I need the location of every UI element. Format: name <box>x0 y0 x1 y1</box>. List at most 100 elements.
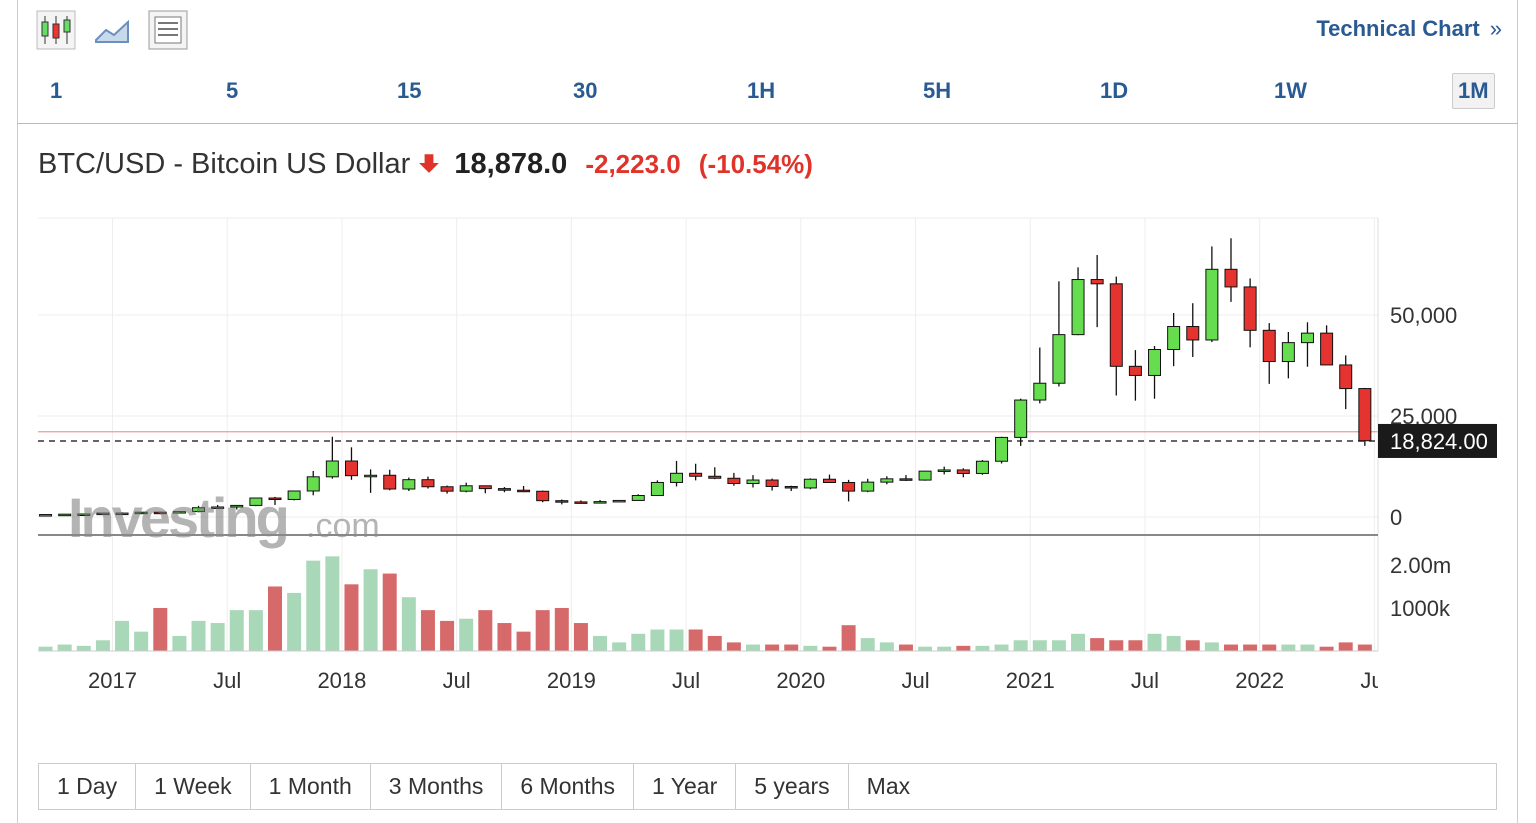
volume-bar <box>153 607 168 651</box>
x-tick-label: 2020 <box>776 668 825 693</box>
volume-bar <box>612 642 627 651</box>
volume-bar <box>1166 635 1181 651</box>
volume-bar <box>860 638 875 651</box>
interval-button[interactable]: 1 <box>50 78 63 103</box>
candle-body <box>497 488 511 491</box>
candle-body <box>77 513 91 517</box>
quote-header: BTC/USD - Bitcoin US Dollar 18,878.0 -2,… <box>38 148 813 181</box>
interval-button[interactable]: 5H <box>923 78 952 103</box>
price-change-pct: (-10.54%) <box>698 149 813 179</box>
separator <box>17 123 1518 124</box>
candle-body <box>115 512 129 516</box>
candle-body <box>96 512 110 516</box>
range-button[interactable]: 3 Months <box>371 764 503 809</box>
technical-chart-link[interactable]: Technical Chart» <box>1316 16 1502 41</box>
watermark-suffix: .com <box>306 507 380 545</box>
interval-button[interactable]: 5 <box>226 78 239 103</box>
candle-body <box>689 472 703 477</box>
range-button[interactable]: 1 Month <box>251 764 371 809</box>
candle-body <box>268 497 282 501</box>
candle-body <box>287 490 301 500</box>
volume-bar <box>134 631 149 651</box>
volume-bar <box>898 644 913 651</box>
x-tick-label: 2017 <box>88 668 137 693</box>
x-tick-label: Jul <box>672 668 700 693</box>
volume-bar <box>937 646 952 651</box>
range-button[interactable]: 1 Day <box>39 764 137 809</box>
volume-bar <box>459 618 474 651</box>
candle-body <box>478 485 492 490</box>
range-button[interactable]: 6 Months <box>502 764 634 809</box>
candle-body <box>555 500 569 503</box>
volume-bar <box>573 623 588 651</box>
candle-body <box>956 469 970 474</box>
volume-bar <box>115 620 130 651</box>
candle-body <box>39 514 53 517</box>
x-tick-label: Jul <box>213 668 241 693</box>
candle-body <box>58 513 72 517</box>
volume-bar <box>1224 644 1238 651</box>
candle-body <box>249 497 263 506</box>
volume-bar <box>191 620 206 651</box>
candle-body <box>517 489 531 493</box>
watermark-brand: Investing <box>68 486 287 549</box>
range-button[interactable]: 1 Week <box>136 764 251 809</box>
volume-bar <box>726 642 741 651</box>
candle-body <box>937 469 951 472</box>
range-button[interactable]: 5 years <box>736 764 849 809</box>
candle-body <box>172 511 186 514</box>
x-tick-label: 2021 <box>1006 668 1055 693</box>
x-tick-label: Jul <box>901 668 929 693</box>
volume-bar <box>650 629 665 651</box>
interval-button[interactable]: 1D <box>1100 78 1129 103</box>
candle-body <box>708 475 722 479</box>
watermark: Investing .com <box>68 486 380 549</box>
volume-bar <box>38 646 53 651</box>
volume-bar <box>1300 644 1315 651</box>
interval-button[interactable]: 1W <box>1274 78 1307 103</box>
volume-bar <box>172 635 187 651</box>
volume-bar <box>1109 640 1124 651</box>
candle-body <box>918 470 932 481</box>
volume-bar <box>841 625 856 651</box>
candle-body <box>803 478 817 489</box>
interval-button[interactable]: 15 <box>397 78 422 103</box>
table-icon[interactable] <box>148 10 188 50</box>
volume-bar <box>1357 644 1372 651</box>
volume-bar <box>1338 642 1353 651</box>
range-button[interactable]: 1 Year <box>634 764 737 809</box>
instrument-name: BTC/USD - Bitcoin US Dollar <box>38 148 411 180</box>
candle-body <box>650 481 664 497</box>
interval-button[interactable]: 30 <box>573 78 598 103</box>
volume-tick-label: 1000k <box>1390 596 1451 621</box>
volume-bar <box>325 556 340 651</box>
last-price: 18,878.0 <box>454 148 568 180</box>
candle-body <box>1339 364 1353 390</box>
interval-button[interactable]: 1H <box>747 78 776 103</box>
candle-body <box>459 485 473 492</box>
x-tick-label: 2022 <box>1235 668 1284 693</box>
price-change: -2,223.0 <box>585 149 681 179</box>
chart: 2017 Jul 2018 Jul 2019 Jul 2020 Jul 2021 Jul 2022 J… <box>38 217 1497 693</box>
candle-body <box>1148 349 1162 376</box>
range-button[interactable]: Max <box>866 773 911 799</box>
candles-icon[interactable] <box>36 10 76 50</box>
candle-body <box>383 474 397 490</box>
candle-body <box>1205 268 1219 341</box>
candle-body <box>230 504 244 508</box>
x-tick-label: Jul <box>1360 668 1388 693</box>
volume-bar <box>57 644 72 651</box>
last-price-label: 18,824.00 <box>1390 429 1488 454</box>
volume-bar <box>669 629 684 651</box>
candle-body <box>1071 279 1085 336</box>
volume-bar <box>287 592 302 651</box>
candle-body <box>765 479 779 487</box>
candle-body <box>364 474 378 478</box>
interval-button[interactable]: 1M <box>1452 73 1495 109</box>
volume-bar <box>535 610 550 651</box>
volume-bar <box>1071 633 1086 651</box>
candle-body <box>1300 332 1314 344</box>
candle-body <box>899 478 913 481</box>
area-icon[interactable] <box>92 10 132 50</box>
volume-bar <box>210 623 225 651</box>
